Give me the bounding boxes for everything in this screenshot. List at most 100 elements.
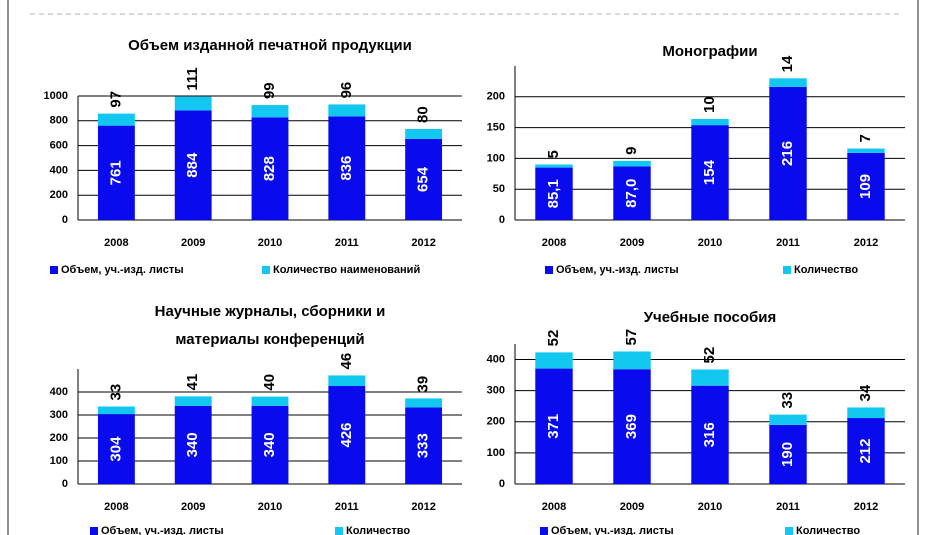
- y-tick-label: 400: [50, 386, 68, 398]
- bar: [613, 351, 651, 370]
- y-tick-label: 0: [62, 478, 68, 490]
- y-tick-label: 50: [493, 183, 505, 195]
- bar: [691, 369, 729, 386]
- bar: [174, 110, 212, 220]
- chart-title: Учебные пособия: [644, 309, 777, 326]
- y-tick-label: 600: [50, 140, 68, 152]
- data-label: 96: [338, 82, 355, 99]
- y-tick-label: 150: [487, 122, 505, 134]
- bar: [97, 113, 135, 126]
- data-label: 52: [545, 330, 562, 347]
- legend-swatch: [783, 266, 791, 274]
- bar: [174, 405, 212, 484]
- y-tick-label: 300: [50, 409, 68, 421]
- bar: [251, 105, 289, 118]
- legend-label: Объем, уч.-изд. листы: [61, 264, 184, 276]
- bar: [328, 386, 366, 484]
- data-label: 85,1: [545, 179, 562, 208]
- bar: [405, 398, 443, 408]
- data-label: 212: [857, 439, 874, 464]
- data-label: 426: [338, 422, 355, 447]
- bar: [769, 86, 807, 220]
- legend-swatch: [335, 527, 343, 535]
- data-label: 304: [107, 436, 124, 462]
- data-label: 9: [623, 147, 640, 155]
- bar: [535, 167, 573, 220]
- data-label: 97: [107, 91, 124, 108]
- bar: [613, 160, 651, 167]
- data-label: 99: [261, 82, 278, 99]
- y-tick-label: 0: [62, 214, 68, 226]
- data-label: 46: [338, 353, 355, 370]
- bar: [847, 148, 885, 153]
- x-tick-label: 2012: [854, 237, 878, 249]
- data-label: 7: [857, 134, 874, 142]
- x-tick-label: 2010: [698, 501, 722, 513]
- x-tick-label: 2010: [258, 237, 282, 249]
- y-tick-label: 0: [499, 478, 505, 490]
- data-label: 80: [415, 106, 432, 123]
- bar: [847, 418, 885, 484]
- y-tick-label: 400: [50, 164, 68, 176]
- data-label: 371: [545, 414, 562, 439]
- legend-label: Объем, уч.-изд. листы: [551, 525, 674, 535]
- data-label: 109: [857, 174, 874, 199]
- bar: [613, 369, 651, 484]
- x-tick-label: 2009: [181, 501, 205, 513]
- legend-swatch: [540, 527, 548, 535]
- x-tick-label: 2010: [258, 501, 282, 513]
- bar: [769, 424, 807, 484]
- x-tick-label: 2009: [620, 501, 644, 513]
- legend-label: Количество: [794, 264, 858, 276]
- data-label: 333: [415, 433, 432, 458]
- data-label: 5: [545, 150, 562, 158]
- data-label: 87,0: [623, 179, 640, 208]
- data-label: 316: [701, 422, 718, 447]
- bar: [847, 152, 885, 220]
- bar: [769, 78, 807, 87]
- data-label: 190: [779, 442, 796, 467]
- data-label: 14: [779, 55, 796, 72]
- x-tick-label: 2008: [542, 501, 566, 513]
- y-tick-label: 200: [487, 416, 505, 428]
- legend-swatch: [90, 527, 98, 535]
- bar: [769, 414, 807, 425]
- y-tick-label: 100: [487, 152, 505, 164]
- data-label: 39: [415, 376, 432, 393]
- bar: [97, 125, 135, 220]
- y-tick-label: 400: [487, 353, 505, 365]
- x-tick-label: 2011: [335, 501, 359, 513]
- data-label: 836: [338, 156, 355, 181]
- bar: [847, 407, 885, 419]
- x-tick-label: 2012: [411, 501, 435, 513]
- chart-title: Научные журналы, сборники и: [155, 303, 386, 320]
- bar: [174, 96, 212, 111]
- x-tick-label: 2008: [104, 237, 128, 249]
- bar: [535, 164, 573, 168]
- bar: [691, 118, 729, 126]
- chart-title: Объем изданной печатной продукции: [128, 37, 412, 54]
- bar: [535, 368, 573, 484]
- data-label: 33: [779, 392, 796, 409]
- data-label: 34: [857, 384, 874, 401]
- bar: [691, 125, 729, 220]
- y-tick-label: 200: [50, 432, 68, 444]
- bar: [405, 128, 443, 139]
- y-tick-label: 200: [487, 91, 505, 103]
- bar: [328, 375, 366, 387]
- bar: [97, 414, 135, 484]
- x-tick-label: 2008: [542, 237, 566, 249]
- data-label: 884: [184, 152, 201, 178]
- bar: [174, 396, 212, 406]
- data-label: 52: [701, 347, 718, 364]
- chart-title: материалы конференций: [175, 331, 364, 348]
- bar: [405, 138, 443, 220]
- data-label: 57: [623, 329, 640, 346]
- data-label: 41: [184, 374, 201, 391]
- bar: [535, 352, 573, 369]
- legend-swatch: [545, 266, 553, 274]
- x-tick-label: 2011: [776, 237, 800, 249]
- legend-label: Количество: [796, 525, 860, 535]
- data-label: 828: [261, 156, 278, 181]
